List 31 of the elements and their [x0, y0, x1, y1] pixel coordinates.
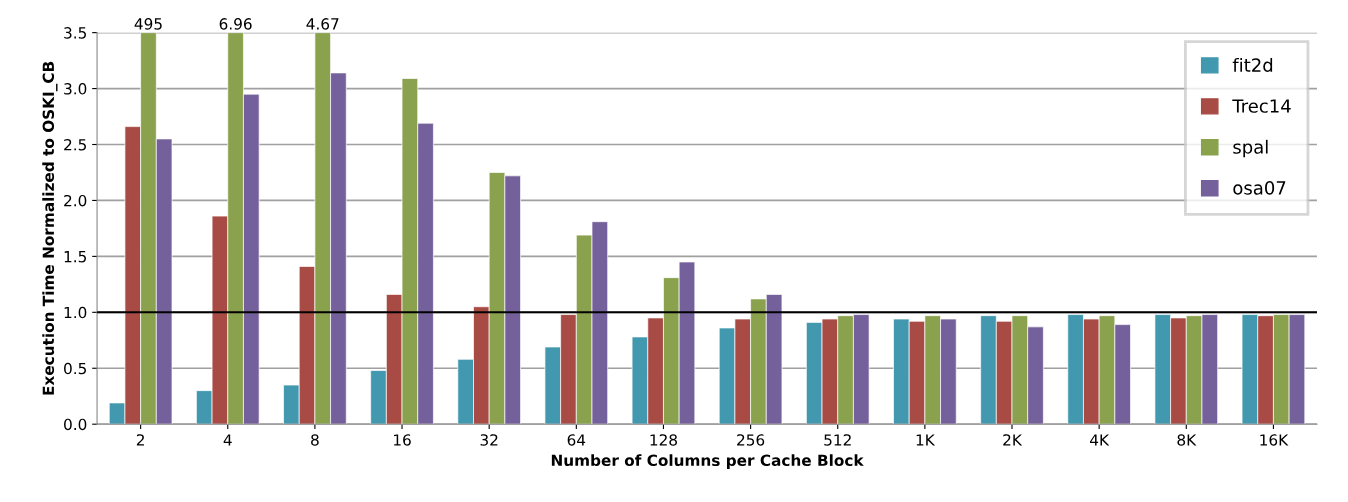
y-tick-label: 0.5 [64, 362, 86, 375]
y-tick-label: 2.0 [64, 194, 87, 207]
x-tick-label: 64 [567, 434, 586, 446]
x-tick-label: 4 [223, 434, 232, 446]
annotation: 6.96 [219, 18, 252, 30]
annotation: 495 [134, 18, 162, 30]
x-tick-label: 32 [480, 434, 498, 446]
x-tick-label: 512 [824, 434, 851, 446]
x-tick-label: 128 [650, 434, 677, 446]
annotation: 4.67 [306, 18, 339, 30]
x-tick-label: 8K [1177, 434, 1197, 446]
x-tick-label: 2 [136, 434, 144, 446]
y-tick-label: 3.5 [64, 27, 86, 39]
legend-label: spal [1233, 139, 1268, 158]
legend-label: fit2d [1232, 57, 1273, 72]
y-tick-label: 2.5 [64, 138, 86, 151]
y-tick-label: 0.0 [64, 418, 87, 431]
y-tick-label: 3.0 [64, 83, 87, 95]
x-axis-title: Number of Columns per Cache Block [551, 454, 864, 470]
x-tick-label: 8 [311, 434, 319, 446]
legend-label: Trec14 [1232, 99, 1291, 113]
x-tick-label: 2K [1003, 434, 1023, 446]
x-tick-label: 1K [916, 434, 936, 446]
y-axis-title: Execution Time Normalized to OSKI_CB [42, 61, 58, 395]
x-tick-label: 16 [394, 434, 411, 446]
x-tick-label: 4K [1090, 434, 1110, 446]
x-tick-label: 16K [1260, 434, 1289, 446]
y-tick-label: 1.5 [64, 251, 86, 263]
x-tick-label: 256 [737, 434, 765, 446]
legend-label: osa07 [1233, 181, 1286, 195]
y-tick-label: 1.0 [64, 306, 87, 319]
